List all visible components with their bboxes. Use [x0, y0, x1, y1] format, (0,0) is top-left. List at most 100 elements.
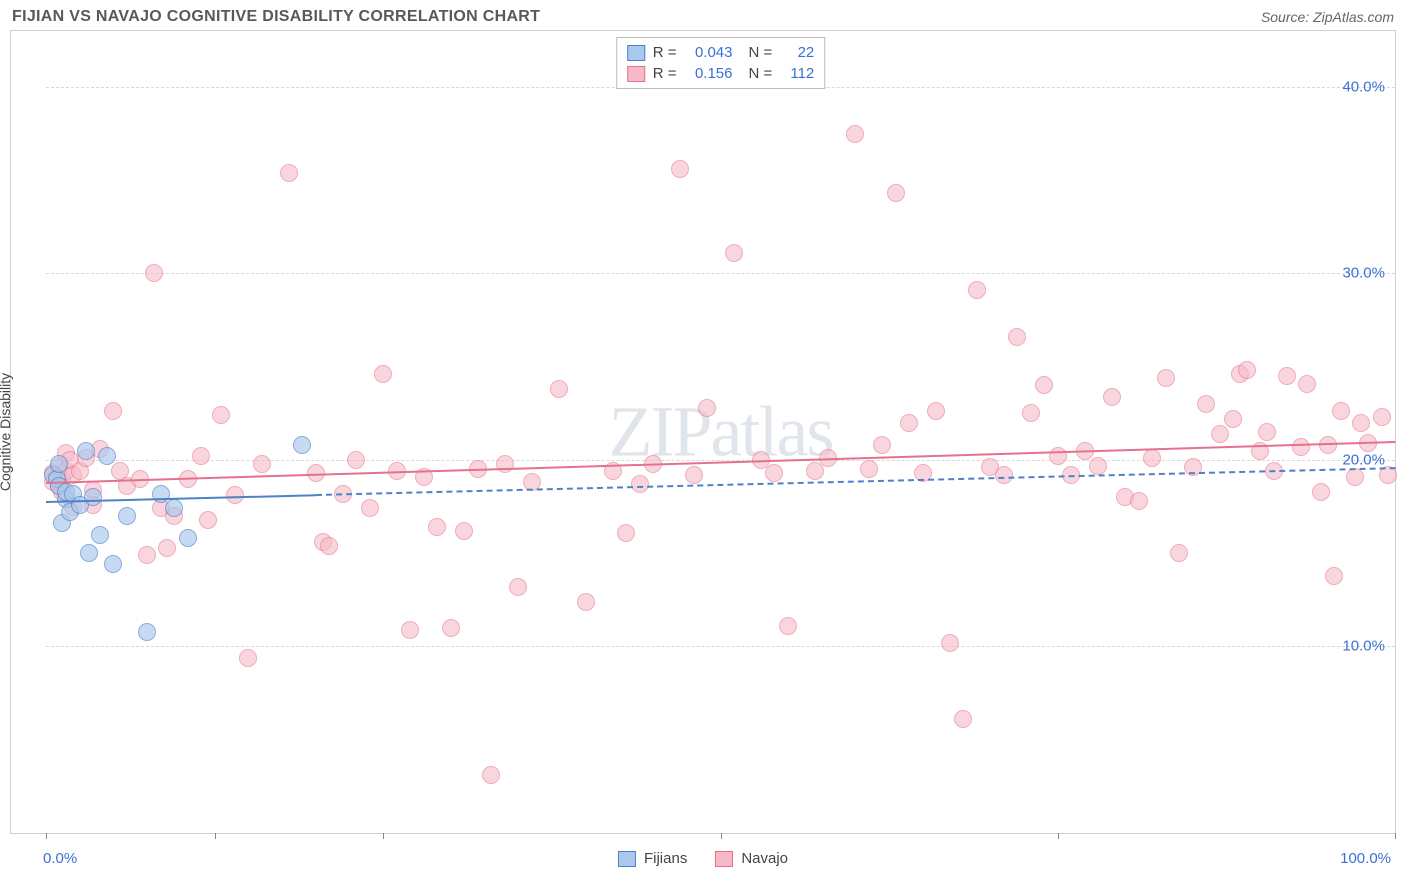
data-point — [1292, 438, 1310, 456]
data-point — [954, 710, 972, 728]
data-point — [887, 184, 905, 202]
data-point — [1170, 544, 1188, 562]
data-point — [860, 460, 878, 478]
bottom-legend: Fijians Navajo — [618, 850, 788, 867]
legend-series-label: Fijians — [644, 850, 687, 867]
data-point — [50, 455, 68, 473]
data-point — [550, 380, 568, 398]
y-tick-label: 30.0% — [1342, 265, 1385, 282]
data-point — [91, 526, 109, 544]
x-tick — [383, 833, 384, 839]
data-point — [1157, 369, 1175, 387]
data-point — [104, 555, 122, 573]
data-point — [1298, 375, 1316, 393]
data-point — [1238, 361, 1256, 379]
data-point — [80, 544, 98, 562]
data-point — [361, 499, 379, 517]
legend-correlation: R =0.043N =22R =0.156N =112 — [616, 37, 826, 89]
data-point — [1352, 414, 1370, 432]
data-point — [77, 442, 95, 460]
data-point — [1035, 376, 1053, 394]
data-point — [1332, 402, 1350, 420]
data-point — [873, 436, 891, 454]
y-tick-label: 40.0% — [1342, 78, 1385, 95]
data-point — [84, 488, 102, 506]
data-point — [995, 466, 1013, 484]
data-point — [138, 546, 156, 564]
x-tick — [1058, 833, 1059, 839]
data-point — [320, 537, 338, 555]
legend-swatch — [715, 851, 733, 867]
data-point — [1049, 447, 1067, 465]
data-point — [1022, 404, 1040, 422]
chart-title: FIJIAN VS NAVAJO COGNITIVE DISABILITY CO… — [12, 8, 540, 26]
x-tick — [1395, 833, 1396, 839]
data-point — [118, 507, 136, 525]
data-point — [1103, 388, 1121, 406]
gridline — [46, 646, 1395, 647]
data-point — [927, 402, 945, 420]
data-point — [158, 539, 176, 557]
bottom-legend-item: Fijians — [618, 850, 687, 867]
data-point — [1211, 425, 1229, 443]
y-tick-label: 20.0% — [1342, 451, 1385, 468]
data-point — [900, 414, 918, 432]
data-point — [1278, 367, 1296, 385]
data-point — [941, 634, 959, 652]
legend-n-label: N = — [749, 44, 773, 61]
data-point — [1346, 468, 1364, 486]
data-point — [1373, 408, 1391, 426]
data-point — [846, 125, 864, 143]
data-point — [239, 649, 257, 667]
legend-n-value: 22 — [780, 44, 814, 61]
legend-r-value: 0.043 — [685, 44, 733, 61]
data-point — [179, 529, 197, 547]
data-point — [347, 451, 365, 469]
data-point — [671, 160, 689, 178]
data-point — [698, 399, 716, 417]
x-tick — [721, 833, 722, 839]
data-point — [1008, 328, 1026, 346]
x-axis-start-label: 0.0% — [43, 850, 77, 867]
data-point — [212, 406, 230, 424]
x-tick — [215, 833, 216, 839]
data-point — [765, 464, 783, 482]
data-point — [725, 244, 743, 262]
data-point — [280, 164, 298, 182]
data-point — [968, 281, 986, 299]
legend-swatch — [627, 66, 645, 82]
data-point — [145, 264, 163, 282]
chart-container: Cognitive Disability ZIPatlas 10.0%20.0%… — [10, 30, 1396, 834]
legend-series-label: Navajo — [741, 850, 788, 867]
data-point — [617, 524, 635, 542]
data-point — [138, 623, 156, 641]
source-label: Source: ZipAtlas.com — [1261, 9, 1394, 25]
data-point — [779, 617, 797, 635]
legend-r-value: 0.156 — [685, 65, 733, 82]
data-point — [253, 455, 271, 473]
data-point — [1258, 423, 1276, 441]
data-point — [1089, 457, 1107, 475]
data-point — [806, 462, 824, 480]
data-point — [1312, 483, 1330, 501]
y-axis-label: Cognitive Disability — [0, 373, 13, 491]
data-point — [98, 447, 116, 465]
legend-r-label: R = — [653, 65, 677, 82]
data-point — [1143, 449, 1161, 467]
legend-row: R = 0.043 N = 22 — [627, 42, 815, 63]
bottom-legend-item: Navajo — [715, 850, 788, 867]
data-point — [1197, 395, 1215, 413]
data-point — [1325, 567, 1343, 585]
data-point — [192, 447, 210, 465]
legend-n-label: N = — [749, 65, 773, 82]
data-point — [104, 402, 122, 420]
legend-swatch — [618, 851, 636, 867]
legend-r-label: R = — [653, 44, 677, 61]
data-point — [1224, 410, 1242, 428]
data-point — [165, 499, 183, 517]
data-point — [482, 766, 500, 784]
legend-swatch — [627, 45, 645, 61]
data-point — [577, 593, 595, 611]
y-tick-label: 10.0% — [1342, 638, 1385, 655]
data-point — [442, 619, 460, 637]
